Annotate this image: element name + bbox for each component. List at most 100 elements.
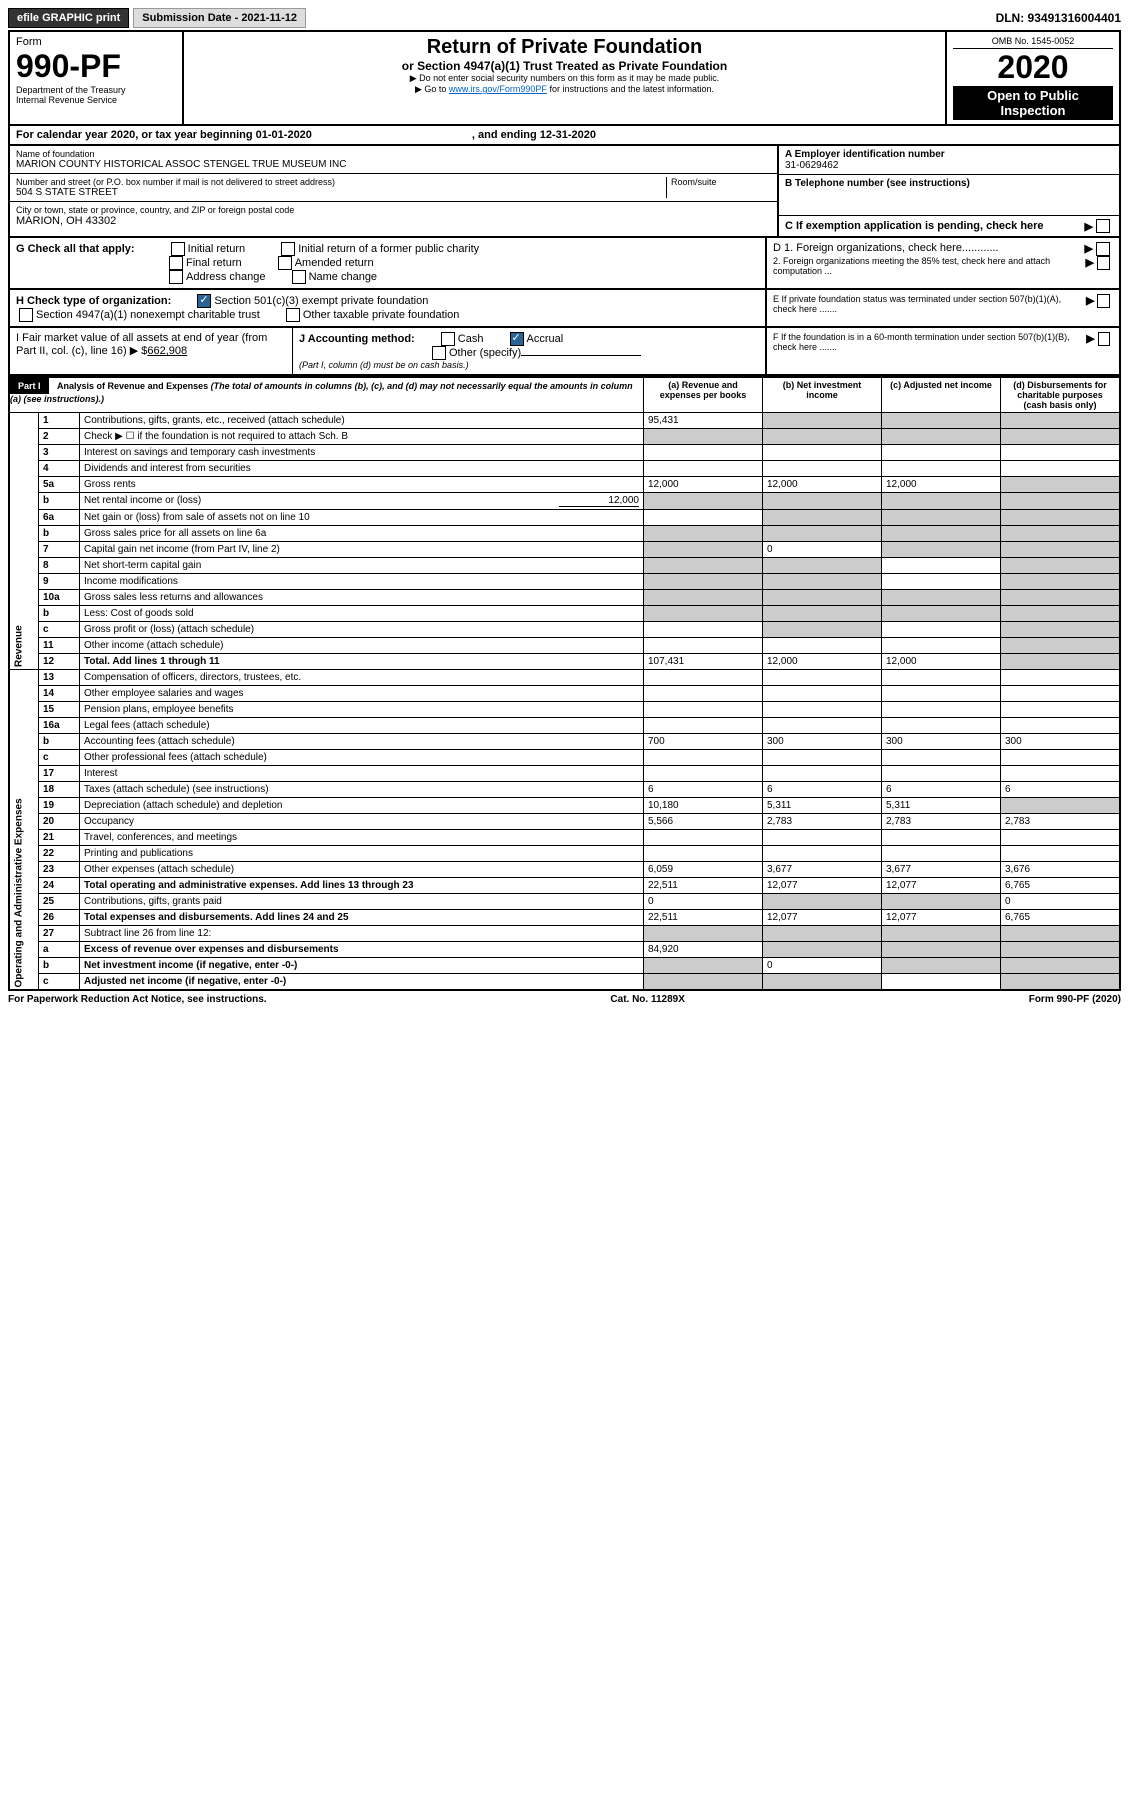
cell-c	[882, 686, 1001, 702]
row-desc: Depreciation (attach schedule) and deple…	[80, 798, 644, 814]
d1-checkbox[interactable]	[1096, 242, 1110, 256]
cell-a	[644, 702, 763, 718]
row-num: 4	[39, 461, 80, 477]
row-num: 23	[39, 862, 80, 878]
row-num: c	[39, 750, 80, 766]
irs-link[interactable]: www.irs.gov/Form990PF	[449, 84, 547, 94]
cell-a: 95,431	[644, 413, 763, 429]
row-num: b	[39, 734, 80, 750]
cell-c	[882, 638, 1001, 654]
h1-checkbox[interactable]	[197, 294, 211, 308]
part1-table: Part I Analysis of Revenue and Expenses …	[8, 376, 1121, 991]
g4-checkbox[interactable]	[278, 256, 292, 270]
cell-a	[644, 461, 763, 477]
cell-b: 12,000	[763, 654, 882, 670]
cell-c	[882, 413, 1001, 429]
row-desc: Total operating and administrative expen…	[80, 878, 644, 894]
tax-year: 2020	[953, 49, 1113, 86]
row-num: 2	[39, 429, 80, 445]
g1-checkbox[interactable]	[171, 242, 185, 256]
cell-b	[763, 493, 882, 510]
cell-a	[644, 958, 763, 974]
submission-button[interactable]: Submission Date - 2021-11-12	[133, 8, 306, 28]
row-num: 15	[39, 702, 80, 718]
cell-d	[1001, 766, 1121, 782]
cell-c	[882, 750, 1001, 766]
cell-b	[763, 638, 882, 654]
cell-a: 6	[644, 782, 763, 798]
cell-c	[882, 894, 1001, 910]
cell-a	[644, 670, 763, 686]
row-desc: Gross profit or (loss) (attach schedule)	[80, 622, 644, 638]
cell-d	[1001, 958, 1121, 974]
address: 504 S STATE STREET	[16, 187, 666, 198]
cell-b	[763, 429, 882, 445]
row-num: 14	[39, 686, 80, 702]
row-desc: Travel, conferences, and meetings	[80, 830, 644, 846]
cell-c	[882, 542, 1001, 558]
row-desc: Total. Add lines 1 through 11	[80, 654, 644, 670]
g6-checkbox[interactable]	[292, 270, 306, 284]
cell-b: 0	[763, 542, 882, 558]
cell-d	[1001, 718, 1121, 734]
efile-button[interactable]: efile GRAPHIC print	[8, 8, 129, 28]
cell-d	[1001, 429, 1121, 445]
row-desc: Interest on savings and temporary cash i…	[80, 445, 644, 461]
row-num: 25	[39, 894, 80, 910]
room-label: Room/suite	[666, 177, 771, 198]
row-desc: Gross sales price for all assets on line…	[80, 526, 644, 542]
cell-d	[1001, 493, 1121, 510]
d1-label: D 1. Foreign organizations, check here..…	[773, 242, 999, 256]
form-note1: ▶ Do not enter social security numbers o…	[190, 73, 939, 84]
cell-d	[1001, 542, 1121, 558]
cell-c	[882, 445, 1001, 461]
cell-b	[763, 686, 882, 702]
row-desc: Dividends and interest from securities	[80, 461, 644, 477]
cell-a	[644, 574, 763, 590]
cell-b	[763, 894, 882, 910]
row-num: 24	[39, 878, 80, 894]
row-desc: Adjusted net income (if negative, enter …	[80, 974, 644, 991]
row-desc: Taxes (attach schedule) (see instruction…	[80, 782, 644, 798]
cell-b: 12,000	[763, 477, 882, 493]
cell-a	[644, 493, 763, 510]
d2-label: 2. Foreign organizations meeting the 85%…	[773, 256, 1085, 276]
cell-a	[644, 445, 763, 461]
g3-checkbox[interactable]	[169, 256, 183, 270]
c-checkbox[interactable]	[1096, 219, 1110, 233]
f-checkbox[interactable]	[1098, 332, 1110, 346]
row-num: b	[39, 958, 80, 974]
j-label: J Accounting method:	[299, 333, 415, 345]
cell-d	[1001, 461, 1121, 477]
row-num: 9	[39, 574, 80, 590]
c-label: C If exemption application is pending, c…	[785, 220, 1044, 232]
row-desc: Gross sales less returns and allowances	[80, 590, 644, 606]
cell-c: 12,000	[882, 654, 1001, 670]
row-desc: Net investment income (if negative, ente…	[80, 958, 644, 974]
cell-b	[763, 702, 882, 718]
cell-d	[1001, 686, 1121, 702]
row-desc: Subtract line 26 from line 12:	[80, 926, 644, 942]
g5-checkbox[interactable]	[169, 270, 183, 284]
i-value: 662,908	[147, 345, 187, 357]
e-checkbox[interactable]	[1097, 294, 1110, 308]
cell-a: 12,000	[644, 477, 763, 493]
h3-checkbox[interactable]	[286, 308, 300, 322]
d2-checkbox[interactable]	[1097, 256, 1110, 270]
cell-d	[1001, 445, 1121, 461]
j3-checkbox[interactable]	[432, 346, 446, 360]
cell-a	[644, 638, 763, 654]
row-num: 26	[39, 910, 80, 926]
g2-checkbox[interactable]	[281, 242, 295, 256]
cell-c	[882, 558, 1001, 574]
cell-d: 3,676	[1001, 862, 1121, 878]
f-label: F If the foundation is in a 60-month ter…	[773, 332, 1086, 370]
cell-c	[882, 606, 1001, 622]
h2-checkbox[interactable]	[19, 308, 33, 322]
row-desc: Legal fees (attach schedule)	[80, 718, 644, 734]
j1-checkbox[interactable]	[441, 332, 455, 346]
j2-checkbox[interactable]	[510, 332, 524, 346]
cell-a: 84,920	[644, 942, 763, 958]
col-b-header: (b) Net investment income	[763, 377, 882, 413]
cell-a: 6,059	[644, 862, 763, 878]
